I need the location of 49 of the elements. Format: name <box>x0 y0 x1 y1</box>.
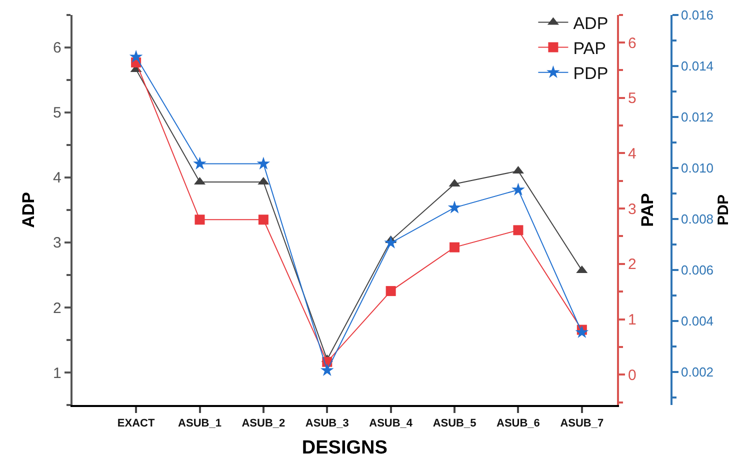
y-tick-label: 1 <box>53 364 62 382</box>
y-tick-label: 3 <box>53 234 62 252</box>
y2-tick-label: 5 <box>628 90 636 108</box>
point <box>256 156 270 170</box>
point <box>512 182 525 196</box>
point <box>450 242 460 252</box>
x-tick-label: EXACT <box>117 417 155 430</box>
y3-tick-label: 0.010 <box>681 160 714 176</box>
y2-tick-label: 6 <box>628 34 636 52</box>
y3-tick-label: 0.014 <box>681 58 714 74</box>
y3-tick-label: 0.006 <box>681 262 714 278</box>
y-tick-label: 4 <box>53 170 62 187</box>
y2-tick-label: 0 <box>628 366 636 384</box>
y2-tick-label: 1 <box>628 312 636 329</box>
y3-tick-label: 0.002 <box>681 364 714 380</box>
point <box>193 156 206 170</box>
point <box>448 200 462 214</box>
point <box>575 325 589 338</box>
x-tick-label: ASUB_2 <box>242 417 286 430</box>
x-tick-label: ASUB_4 <box>369 417 414 430</box>
y-axis-title: ADP <box>19 192 38 228</box>
point <box>129 50 143 63</box>
x-tick-label: ASUB_6 <box>496 417 540 430</box>
y-tick-label: 2 <box>53 300 62 317</box>
y-tick-label: 5 <box>53 104 62 122</box>
y3-tick-label: 0.016 <box>681 7 714 22</box>
y2-tick-label: 2 <box>628 256 636 274</box>
point <box>194 214 205 225</box>
y2-tick-label: 4 <box>628 145 636 162</box>
x-axis-title: DESIGNS <box>302 438 388 459</box>
x-tick-label: ASUB_1 <box>178 417 222 430</box>
y3-tick-label: 0.008 <box>681 211 714 226</box>
y2-tick-label: 3 <box>628 200 636 218</box>
y3-tick-label: 0.004 <box>681 313 714 328</box>
x-tick-label: ASUB_7 <box>560 417 604 430</box>
point <box>320 363 334 376</box>
point <box>513 225 524 236</box>
y3-axis-title: PDP <box>715 194 732 226</box>
legend-label: ADP <box>573 14 608 33</box>
legend-label: PAP <box>573 38 606 58</box>
y3-tick-label: 0.012 <box>681 109 714 124</box>
point <box>384 236 398 249</box>
point <box>386 286 396 296</box>
y2-axis-title: PAP <box>638 193 658 227</box>
y-tick-label: 6 <box>53 40 62 57</box>
point <box>258 214 268 225</box>
x-tick-label: ASUB_5 <box>432 417 476 430</box>
legend-label: PDP <box>573 64 608 84</box>
x-tick-label: ASUB_3 <box>305 417 349 430</box>
